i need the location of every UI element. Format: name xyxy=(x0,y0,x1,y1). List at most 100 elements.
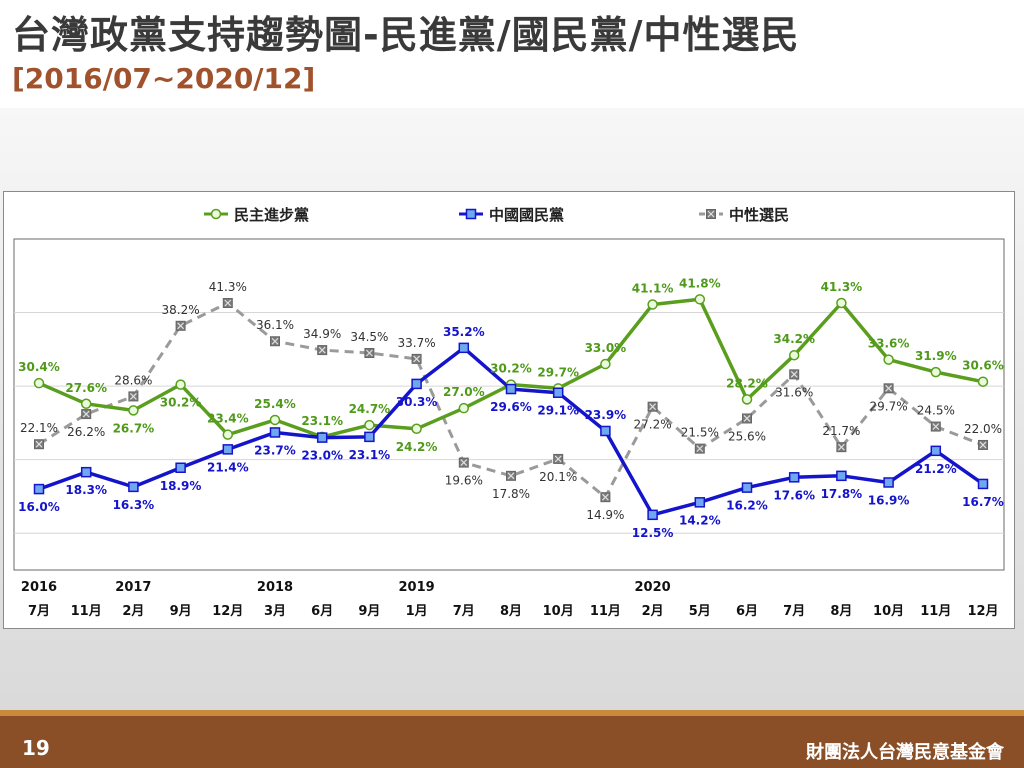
point-marker xyxy=(836,297,847,309)
year-tick-label: 2018 xyxy=(257,580,293,595)
point-marker-cross xyxy=(743,415,751,422)
point-marker xyxy=(80,466,92,478)
month-tick-label: 8月 xyxy=(830,604,852,619)
year-tick-label: 2016 xyxy=(21,580,57,595)
point-marker xyxy=(600,358,611,370)
point-marker xyxy=(836,470,847,482)
data-label: 17.8% xyxy=(492,487,530,501)
data-label: 16.3% xyxy=(113,498,155,512)
point-marker xyxy=(647,299,658,310)
data-label: 26.7% xyxy=(113,421,155,435)
point-marker-cross xyxy=(460,459,468,467)
month-tick-label: 6月 xyxy=(736,604,758,619)
legend-label: 民主進步黨 xyxy=(234,206,309,224)
x-axis-labels: 2016 2017 2018 2019 2020 7月 11月 2月 9月 12月 3月 6月 9月 1月… xyxy=(21,580,999,619)
data-label: 23.1% xyxy=(301,414,343,428)
data-label: 19.6% xyxy=(445,474,483,488)
data-label: 28.6% xyxy=(114,373,152,387)
point-marker xyxy=(930,366,942,378)
point-marker xyxy=(600,425,611,437)
month-tick-label: 12月 xyxy=(967,604,998,619)
point-marker xyxy=(33,377,45,389)
data-label: 23.4% xyxy=(207,412,249,426)
point-marker xyxy=(741,482,753,493)
point-marker-cross xyxy=(554,455,562,463)
data-label: 30.6% xyxy=(962,359,1004,373)
data-label: 21.2% xyxy=(915,462,957,476)
point-marker-cross xyxy=(885,384,893,392)
point-marker-cross xyxy=(224,299,232,307)
month-tick-label: 7月 xyxy=(453,604,475,619)
point-marker xyxy=(977,376,989,387)
point-marker-cross xyxy=(82,410,90,418)
point-marker xyxy=(210,208,222,220)
month-tick-label: 7月 xyxy=(783,604,805,619)
point-marker xyxy=(788,349,800,361)
series-markers xyxy=(33,294,989,521)
data-label: 34.9% xyxy=(303,327,341,341)
point-marker-cross xyxy=(129,392,137,400)
point-marker xyxy=(552,387,564,398)
data-label: 24.7% xyxy=(349,402,391,416)
data-label: 30.3% xyxy=(396,395,438,409)
point-marker xyxy=(80,398,92,410)
point-marker xyxy=(175,462,186,474)
point-marker xyxy=(930,445,942,457)
year-tick-label: 2017 xyxy=(115,580,151,595)
point-marker-cross xyxy=(35,440,43,448)
data-label: 18.3% xyxy=(65,483,107,497)
point-marker-cross xyxy=(507,472,515,480)
month-tick-label: 11月 xyxy=(71,604,102,619)
legend: 民主進步黨 中國國民黨 中性選民 xyxy=(204,206,789,224)
data-label: 16.9% xyxy=(868,493,910,507)
legend-label: 中性選民 xyxy=(729,206,789,224)
data-label: 27.0% xyxy=(443,385,485,399)
month-tick-label: 2月 xyxy=(642,604,664,619)
month-tick-label: 2月 xyxy=(122,604,144,619)
point-marker-cross xyxy=(271,337,279,345)
point-marker-cross xyxy=(318,346,326,354)
year-tick-label: 2019 xyxy=(399,580,435,595)
data-label: 16.0% xyxy=(18,500,60,514)
data-label: 41.1% xyxy=(632,281,674,295)
data-label: 21.5% xyxy=(681,426,719,440)
point-marker-cross xyxy=(696,445,704,453)
point-marker xyxy=(788,472,800,483)
data-label: 23.1% xyxy=(349,448,391,462)
point-marker xyxy=(411,378,422,390)
point-marker xyxy=(316,432,328,443)
data-label: 21.7% xyxy=(822,424,860,438)
page-title: 台灣政黨支持趨勢圖-民進黨/國民黨/中性選民 xyxy=(12,13,800,57)
date-range-subtitle: [2016/07~2020/12] xyxy=(12,62,316,95)
data-label: 29.7% xyxy=(870,399,908,413)
point-marker xyxy=(883,354,894,365)
point-marker xyxy=(647,509,658,521)
data-label: 30.2% xyxy=(490,362,532,376)
data-label: 26.2% xyxy=(67,425,105,439)
data-label: 16.7% xyxy=(962,495,1004,509)
data-label: 41.8% xyxy=(679,276,721,290)
data-label: 25.4% xyxy=(254,397,296,411)
point-marker-cross xyxy=(837,443,845,451)
point-marker xyxy=(364,419,375,431)
year-tick-label: 2020 xyxy=(635,580,671,595)
data-label: 34.2% xyxy=(773,332,815,346)
data-label: 17.8% xyxy=(821,487,863,501)
month-tick-label: 12月 xyxy=(212,604,243,619)
point-marker xyxy=(977,478,989,490)
data-label: 30.4% xyxy=(18,360,60,374)
data-label: 14.2% xyxy=(679,513,721,527)
data-label: 41.3% xyxy=(209,280,247,294)
point-marker xyxy=(175,379,186,390)
legend-label: 中國國民黨 xyxy=(489,206,564,224)
data-label: 17.6% xyxy=(773,488,815,502)
point-marker xyxy=(222,429,234,440)
point-marker xyxy=(128,405,139,416)
data-label: 33.7% xyxy=(398,336,436,350)
data-label: 22.0% xyxy=(964,422,1002,436)
data-label: 22.1% xyxy=(20,421,58,435)
data-label: 25.6% xyxy=(728,429,766,443)
organization-name: 財團法人台灣民意基金會 xyxy=(806,742,1004,763)
trend-line-chart: 民主進步黨 中國國民黨 中性選民 30.4% 16.0% 22.1% 27.6% 18.3%… xyxy=(13,206,1005,619)
data-label: 14.9% xyxy=(586,508,624,522)
